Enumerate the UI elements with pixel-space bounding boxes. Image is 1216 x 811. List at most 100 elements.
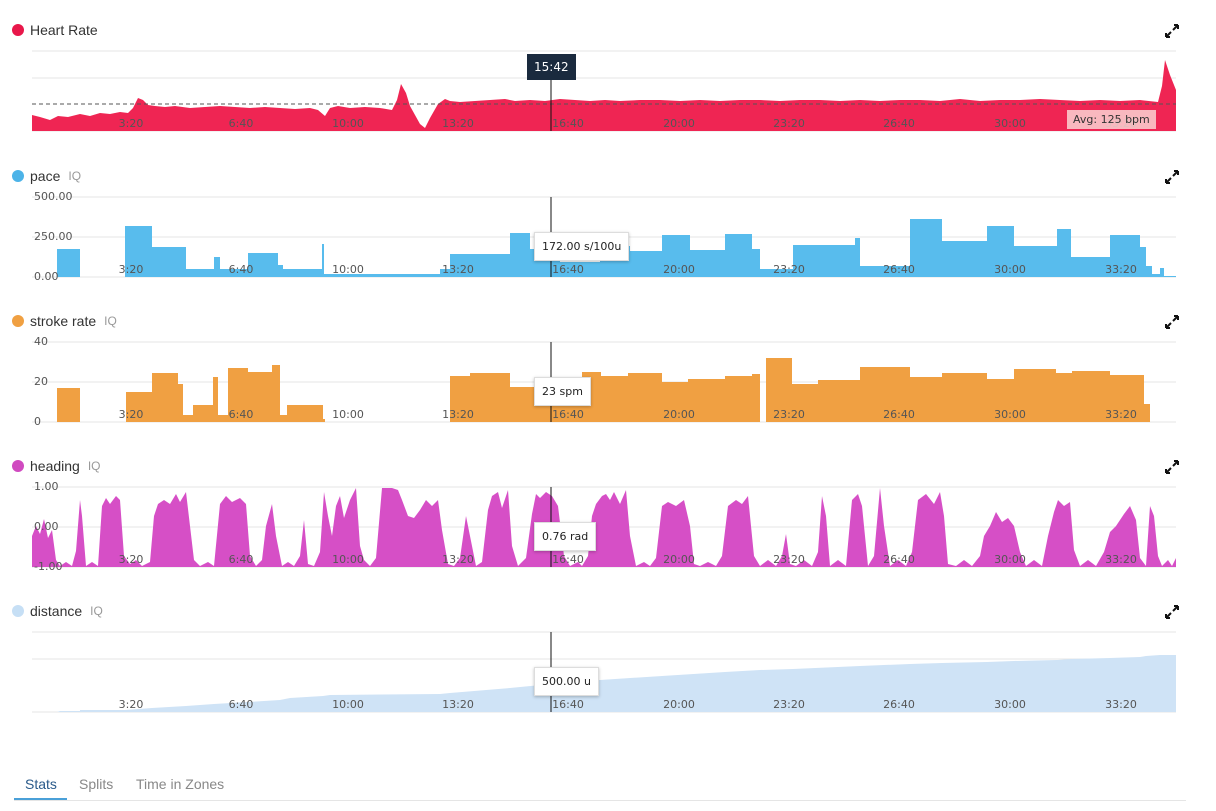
- x-tick: 23:20: [773, 117, 805, 130]
- pace-title: pace: [30, 168, 61, 184]
- heading-chart[interactable]: 1.00 0.00 -1.00 3:20 6:40 10:00 13:20 16…: [0, 456, 1216, 573]
- x-tick: 30:00: [994, 117, 1026, 130]
- heading-tooltip: 0.76 rad: [534, 522, 597, 551]
- distance-area: [32, 655, 1176, 712]
- x-tick: 30:00: [994, 698, 1026, 711]
- y-axis-label: 20: [34, 375, 48, 388]
- expand-icon[interactable]: [1163, 458, 1181, 476]
- iq-badge: IQ: [87, 459, 101, 473]
- x-tick: 20:00: [663, 553, 695, 566]
- expand-icon[interactable]: [1163, 313, 1181, 331]
- y-axis-label: 500.00: [34, 190, 73, 203]
- x-tick: 20:00: [663, 408, 695, 421]
- x-tick: 26:40: [883, 408, 915, 421]
- x-tick: 6:40: [229, 263, 254, 276]
- tab-divider: [14, 800, 1186, 801]
- x-tick: 26:40: [883, 553, 915, 566]
- x-tick: 23:20: [773, 408, 805, 421]
- x-tick: 16:40: [552, 408, 584, 421]
- average-label: Avg: 125 bpm: [1067, 110, 1156, 129]
- stroke-rate-area: [57, 358, 1150, 422]
- distance-title: distance: [30, 603, 83, 619]
- x-tick: 20:00: [663, 698, 695, 711]
- x-tick: 10:00: [332, 263, 364, 276]
- x-tick: 33:20: [1105, 698, 1137, 711]
- x-tick: 33:20: [1105, 408, 1137, 421]
- y-axis-label: 0: [34, 415, 41, 428]
- tab-time-in-zones[interactable]: Time in Zones: [136, 776, 225, 792]
- pace-panel: pace IQ 500.00 250.00 0.00 3:20 6:40 10:…: [0, 166, 1216, 283]
- expand-icon[interactable]: [1163, 22, 1181, 40]
- stroke-rate-panel: stroke rate IQ 40 20 0 3:20 6:40 10:00 1…: [0, 311, 1216, 428]
- x-tick: 3:20: [119, 698, 144, 711]
- x-tick: 13:20: [442, 408, 474, 421]
- x-tick: 3:20: [119, 408, 144, 421]
- distance-header: distance IQ: [12, 601, 103, 621]
- x-tick: 10:00: [332, 117, 364, 130]
- heart-rate-chart[interactable]: 3:20 6:40 10:00 13:20 16:40 20:00 23:20 …: [0, 20, 1216, 135]
- x-tick: 26:40: [883, 698, 915, 711]
- stroke-rate-header: stroke rate IQ: [12, 311, 117, 331]
- y-axis-labels: 40 20 0: [34, 335, 48, 428]
- x-tick: 23:20: [773, 553, 805, 566]
- x-axis-ticks: 3:20 6:40 10:00 13:20 16:40 20:00 23:20 …: [119, 263, 1137, 276]
- y-axis-labels: 500.00 250.00 0.00: [34, 190, 73, 283]
- x-tick: 26:40: [883, 117, 915, 130]
- x-tick: 3:20: [119, 117, 144, 130]
- heart-rate-area: [32, 60, 1176, 131]
- heart-rate-title: Heart Rate: [30, 22, 98, 38]
- x-tick: 30:00: [994, 553, 1026, 566]
- x-tick: 23:20: [773, 698, 805, 711]
- x-tick: 13:20: [442, 117, 474, 130]
- distance-panel: distance IQ 3:20 6:40 10:00 13:20 16:40 …: [0, 601, 1216, 716]
- heading-area: [32, 488, 1176, 567]
- x-tick: 16:40: [552, 698, 584, 711]
- legend-dot-icon: [12, 24, 24, 36]
- tab-splits[interactable]: Splits: [79, 776, 114, 792]
- y-axis-label: 0.00: [34, 270, 59, 283]
- x-tick: 13:20: [442, 553, 474, 566]
- distance-chart[interactable]: 3:20 6:40 10:00 13:20 16:40 20:00 23:20 …: [0, 601, 1216, 716]
- stroke-rate-title: stroke rate: [30, 313, 97, 329]
- x-tick: 16:40: [552, 263, 584, 276]
- x-tick: 23:20: [773, 263, 805, 276]
- y-axis-labels: 1.00 0.00 -1.00: [34, 480, 62, 573]
- x-tick: 26:40: [883, 263, 915, 276]
- legend-dot-icon: [12, 170, 24, 182]
- y-axis-label: -1.00: [34, 560, 62, 573]
- x-tick: 6:40: [229, 117, 254, 130]
- legend-dot-icon: [12, 460, 24, 472]
- expand-icon[interactable]: [1163, 168, 1181, 186]
- x-tick: 10:00: [332, 698, 364, 711]
- tab-stats[interactable]: Stats: [25, 776, 57, 792]
- x-tick: 6:40: [229, 698, 254, 711]
- x-tick: 6:40: [229, 553, 254, 566]
- x-tick: 20:00: [663, 263, 695, 276]
- pace-chart[interactable]: 500.00 250.00 0.00 3:20 6:40 10:00 13:20…: [0, 166, 1216, 283]
- active-tab-indicator: [14, 798, 67, 800]
- iq-badge: IQ: [90, 604, 103, 618]
- y-axis-label: 40: [34, 335, 48, 348]
- y-axis-label: 0.00: [34, 520, 59, 533]
- x-tick: 6:40: [229, 408, 254, 421]
- cursor-time-badge: 15:42: [527, 54, 576, 80]
- x-axis-ticks: 3:20 6:40 10:00 13:20 16:40 20:00 23:20 …: [119, 408, 1137, 421]
- iq-badge: IQ: [104, 314, 117, 328]
- x-tick: 10:00: [332, 553, 364, 566]
- stroke-rate-chart[interactable]: 40 20 0 3:20 6:40 10:00 13:20 16:40 20:0…: [0, 311, 1216, 428]
- heart-rate-header: Heart Rate: [12, 20, 98, 40]
- x-tick: 16:40: [552, 553, 584, 566]
- x-tick: 33:20: [1105, 553, 1137, 566]
- heading-title: heading: [30, 458, 80, 474]
- heading-header: heading IQ: [12, 456, 101, 476]
- x-tick: 30:00: [994, 263, 1026, 276]
- pace-header: pace IQ: [12, 166, 81, 186]
- distance-tooltip: 500.00 u: [534, 667, 599, 696]
- x-tick: 33:20: [1105, 263, 1137, 276]
- x-tick: 20:00: [663, 117, 695, 130]
- stroke-rate-tooltip: 23 spm: [534, 377, 591, 406]
- x-tick: 13:20: [442, 263, 474, 276]
- heading-panel: heading IQ 1.00 0.00 -1.00 3:20 6:40 10:…: [0, 456, 1216, 573]
- iq-badge: IQ: [68, 169, 82, 183]
- expand-icon[interactable]: [1163, 603, 1181, 621]
